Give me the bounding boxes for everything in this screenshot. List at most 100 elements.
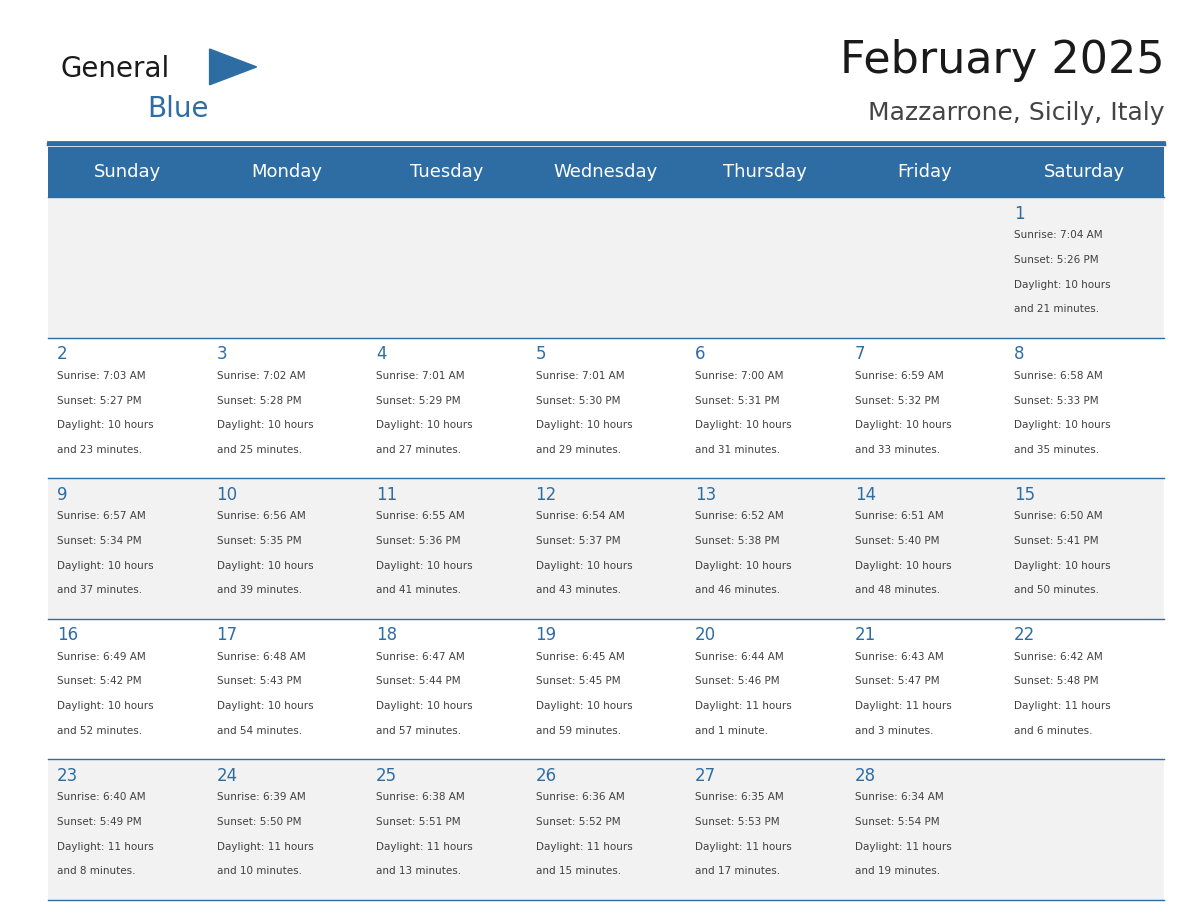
Text: Sunset: 5:28 PM: Sunset: 5:28 PM <box>216 396 302 406</box>
FancyBboxPatch shape <box>845 478 1005 619</box>
Text: Sunrise: 6:38 AM: Sunrise: 6:38 AM <box>377 792 465 802</box>
FancyBboxPatch shape <box>48 759 207 900</box>
FancyBboxPatch shape <box>526 759 685 900</box>
Text: Sunrise: 6:51 AM: Sunrise: 6:51 AM <box>854 511 943 521</box>
Text: 13: 13 <box>695 486 716 504</box>
FancyBboxPatch shape <box>845 338 1005 478</box>
Text: Daylight: 10 hours: Daylight: 10 hours <box>1015 280 1111 290</box>
Text: Sunrise: 7:03 AM: Sunrise: 7:03 AM <box>57 371 146 381</box>
FancyBboxPatch shape <box>48 197 207 338</box>
FancyBboxPatch shape <box>526 338 685 478</box>
FancyBboxPatch shape <box>845 197 1005 338</box>
Text: Sunrise: 7:01 AM: Sunrise: 7:01 AM <box>377 371 465 381</box>
Text: 2: 2 <box>57 345 68 364</box>
Text: Sunset: 5:52 PM: Sunset: 5:52 PM <box>536 817 620 827</box>
FancyBboxPatch shape <box>207 478 367 619</box>
Text: Sunrise: 6:43 AM: Sunrise: 6:43 AM <box>854 652 943 662</box>
Text: Daylight: 10 hours: Daylight: 10 hours <box>1015 420 1111 431</box>
FancyBboxPatch shape <box>207 759 367 900</box>
Text: Sunrise: 7:02 AM: Sunrise: 7:02 AM <box>216 371 305 381</box>
FancyBboxPatch shape <box>207 338 367 478</box>
Text: and 15 minutes.: and 15 minutes. <box>536 867 621 877</box>
Text: and 10 minutes.: and 10 minutes. <box>216 867 302 877</box>
FancyBboxPatch shape <box>526 478 685 619</box>
FancyBboxPatch shape <box>367 619 526 759</box>
FancyBboxPatch shape <box>526 619 685 759</box>
Text: Sunrise: 6:42 AM: Sunrise: 6:42 AM <box>1015 652 1102 662</box>
Text: and 50 minutes.: and 50 minutes. <box>1015 586 1099 596</box>
FancyBboxPatch shape <box>367 759 526 900</box>
Text: Sunset: 5:36 PM: Sunset: 5:36 PM <box>377 536 461 546</box>
Text: Daylight: 10 hours: Daylight: 10 hours <box>216 420 314 431</box>
Text: Wednesday: Wednesday <box>554 163 658 181</box>
Text: 11: 11 <box>377 486 397 504</box>
FancyBboxPatch shape <box>48 147 1164 197</box>
Text: Daylight: 10 hours: Daylight: 10 hours <box>57 561 153 571</box>
Text: Sunset: 5:31 PM: Sunset: 5:31 PM <box>695 396 779 406</box>
Text: Sunset: 5:33 PM: Sunset: 5:33 PM <box>1015 396 1099 406</box>
FancyBboxPatch shape <box>367 197 526 338</box>
FancyBboxPatch shape <box>526 197 685 338</box>
Text: 4: 4 <box>377 345 386 364</box>
Text: and 54 minutes.: and 54 minutes. <box>216 726 302 736</box>
Text: Sunrise: 6:55 AM: Sunrise: 6:55 AM <box>377 511 465 521</box>
Text: Daylight: 10 hours: Daylight: 10 hours <box>695 561 791 571</box>
Text: and 8 minutes.: and 8 minutes. <box>57 867 135 877</box>
Text: Daylight: 11 hours: Daylight: 11 hours <box>695 842 792 852</box>
Text: and 46 minutes.: and 46 minutes. <box>695 586 781 596</box>
Text: Sunrise: 6:52 AM: Sunrise: 6:52 AM <box>695 511 784 521</box>
Text: Daylight: 11 hours: Daylight: 11 hours <box>536 842 632 852</box>
Text: 9: 9 <box>57 486 68 504</box>
FancyBboxPatch shape <box>1005 197 1164 338</box>
Text: 10: 10 <box>216 486 238 504</box>
Text: Daylight: 11 hours: Daylight: 11 hours <box>1015 701 1111 711</box>
Text: 1: 1 <box>1015 205 1025 223</box>
Text: Daylight: 11 hours: Daylight: 11 hours <box>854 842 952 852</box>
Text: 5: 5 <box>536 345 546 364</box>
Text: Sunset: 5:46 PM: Sunset: 5:46 PM <box>695 677 779 687</box>
Text: and 21 minutes.: and 21 minutes. <box>1015 305 1099 315</box>
Text: Sunday: Sunday <box>94 163 160 181</box>
Text: Sunrise: 6:57 AM: Sunrise: 6:57 AM <box>57 511 146 521</box>
Text: Sunrise: 6:40 AM: Sunrise: 6:40 AM <box>57 792 146 802</box>
Text: Sunrise: 7:01 AM: Sunrise: 7:01 AM <box>536 371 624 381</box>
Text: Tuesday: Tuesday <box>410 163 484 181</box>
Text: and 35 minutes.: and 35 minutes. <box>1015 445 1099 455</box>
FancyBboxPatch shape <box>685 338 845 478</box>
Text: and 57 minutes.: and 57 minutes. <box>377 726 461 736</box>
Text: Sunrise: 6:54 AM: Sunrise: 6:54 AM <box>536 511 625 521</box>
Text: Daylight: 10 hours: Daylight: 10 hours <box>57 420 153 431</box>
Text: Sunset: 5:26 PM: Sunset: 5:26 PM <box>1015 255 1099 265</box>
Text: and 1 minute.: and 1 minute. <box>695 726 769 736</box>
Text: Thursday: Thursday <box>723 163 808 181</box>
Text: Friday: Friday <box>898 163 953 181</box>
Text: Daylight: 10 hours: Daylight: 10 hours <box>377 701 473 711</box>
Text: Sunset: 5:32 PM: Sunset: 5:32 PM <box>854 396 940 406</box>
Text: Daylight: 10 hours: Daylight: 10 hours <box>216 701 314 711</box>
Text: Sunrise: 6:58 AM: Sunrise: 6:58 AM <box>1015 371 1102 381</box>
Text: 20: 20 <box>695 626 716 644</box>
Text: and 17 minutes.: and 17 minutes. <box>695 867 781 877</box>
FancyBboxPatch shape <box>207 197 367 338</box>
Text: and 13 minutes.: and 13 minutes. <box>377 867 461 877</box>
Text: and 23 minutes.: and 23 minutes. <box>57 445 143 455</box>
Text: 17: 17 <box>216 626 238 644</box>
Text: Daylight: 10 hours: Daylight: 10 hours <box>536 701 632 711</box>
FancyBboxPatch shape <box>1005 478 1164 619</box>
FancyBboxPatch shape <box>845 619 1005 759</box>
Text: and 31 minutes.: and 31 minutes. <box>695 445 781 455</box>
Text: Sunrise: 7:04 AM: Sunrise: 7:04 AM <box>1015 230 1102 241</box>
Text: and 39 minutes.: and 39 minutes. <box>216 586 302 596</box>
Text: Sunrise: 6:47 AM: Sunrise: 6:47 AM <box>377 652 465 662</box>
Text: 23: 23 <box>57 767 78 785</box>
Text: Sunset: 5:49 PM: Sunset: 5:49 PM <box>57 817 141 827</box>
Text: Sunset: 5:51 PM: Sunset: 5:51 PM <box>377 817 461 827</box>
Text: and 43 minutes.: and 43 minutes. <box>536 586 621 596</box>
Text: Daylight: 11 hours: Daylight: 11 hours <box>216 842 314 852</box>
Text: Sunset: 5:47 PM: Sunset: 5:47 PM <box>854 677 940 687</box>
Text: Daylight: 10 hours: Daylight: 10 hours <box>377 561 473 571</box>
Text: 27: 27 <box>695 767 716 785</box>
Text: 22: 22 <box>1015 626 1036 644</box>
FancyBboxPatch shape <box>1005 338 1164 478</box>
Text: 15: 15 <box>1015 486 1035 504</box>
